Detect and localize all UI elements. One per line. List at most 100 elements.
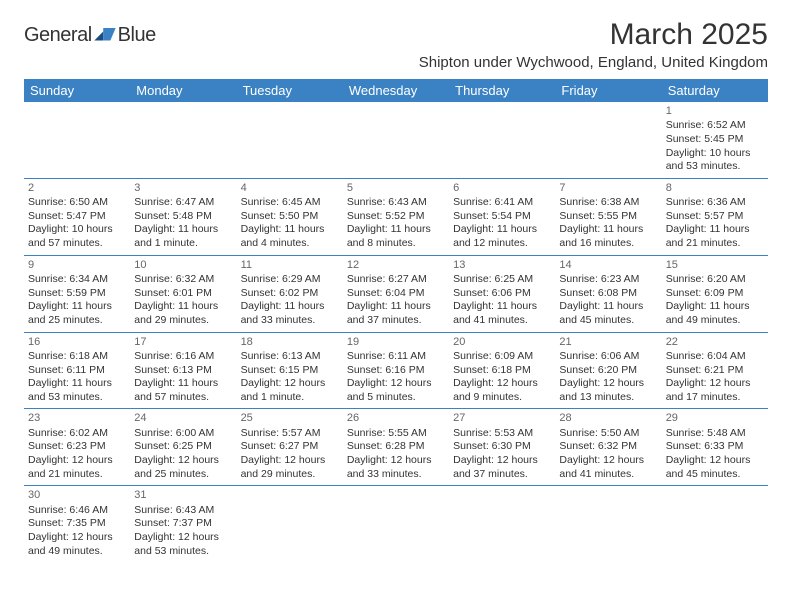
weekday-header: Friday: [555, 79, 661, 102]
sunset-text: Sunset: 6:15 PM: [241, 364, 339, 378]
day-number: 6: [453, 181, 551, 195]
calendar-cell: 8Sunrise: 6:36 AMSunset: 5:57 PMDaylight…: [662, 178, 768, 255]
sunset-text: Sunset: 6:13 PM: [134, 364, 232, 378]
daylight-text: Daylight: 12 hours and 5 minutes.: [347, 377, 445, 404]
weekday-header: Sunday: [24, 79, 130, 102]
sunset-text: Sunset: 6:25 PM: [134, 440, 232, 454]
sunrise-text: Sunrise: 6:00 AM: [134, 427, 232, 441]
calendar-cell: [24, 102, 130, 178]
title-block: March 2025 Shipton under Wychwood, Engla…: [419, 18, 768, 71]
sunset-text: Sunset: 6:01 PM: [134, 287, 232, 301]
sunset-text: Sunset: 6:27 PM: [241, 440, 339, 454]
sunset-text: Sunset: 5:59 PM: [28, 287, 126, 301]
calendar-row: 16Sunrise: 6:18 AMSunset: 6:11 PMDayligh…: [24, 332, 768, 409]
day-number: 13: [453, 258, 551, 272]
calendar-cell: 29Sunrise: 5:48 AMSunset: 6:33 PMDayligh…: [662, 409, 768, 486]
day-number: 28: [559, 411, 657, 425]
day-number: 9: [28, 258, 126, 272]
weekday-header: Monday: [130, 79, 236, 102]
daylight-text: Daylight: 11 hours and 25 minutes.: [28, 300, 126, 327]
sunset-text: Sunset: 5:45 PM: [666, 133, 764, 147]
day-number: 24: [134, 411, 232, 425]
daylight-text: Daylight: 12 hours and 21 minutes.: [28, 454, 126, 481]
weekday-header: Tuesday: [237, 79, 343, 102]
sunset-text: Sunset: 6:02 PM: [241, 287, 339, 301]
sunrise-text: Sunrise: 6:43 AM: [347, 196, 445, 210]
sunrise-text: Sunrise: 6:27 AM: [347, 273, 445, 287]
daylight-text: Daylight: 12 hours and 53 minutes.: [134, 531, 232, 558]
calendar-cell: [130, 102, 236, 178]
daylight-text: Daylight: 12 hours and 25 minutes.: [134, 454, 232, 481]
calendar-cell: 2Sunrise: 6:50 AMSunset: 5:47 PMDaylight…: [24, 178, 130, 255]
daylight-text: Daylight: 12 hours and 9 minutes.: [453, 377, 551, 404]
calendar-cell: [555, 102, 661, 178]
calendar-row: 2Sunrise: 6:50 AMSunset: 5:47 PMDaylight…: [24, 178, 768, 255]
day-number: 20: [453, 335, 551, 349]
day-number: 10: [134, 258, 232, 272]
day-number: 23: [28, 411, 126, 425]
weekday-header: Saturday: [662, 79, 768, 102]
day-number: 14: [559, 258, 657, 272]
sunset-text: Sunset: 6:09 PM: [666, 287, 764, 301]
sunrise-text: Sunrise: 5:55 AM: [347, 427, 445, 441]
daylight-text: Daylight: 11 hours and 29 minutes.: [134, 300, 232, 327]
calendar-cell: [237, 102, 343, 178]
sunrise-text: Sunrise: 5:50 AM: [559, 427, 657, 441]
sunset-text: Sunset: 6:20 PM: [559, 364, 657, 378]
day-number: 31: [134, 488, 232, 502]
daylight-text: Daylight: 11 hours and 16 minutes.: [559, 223, 657, 250]
calendar-cell: 30Sunrise: 6:46 AMSunset: 7:35 PMDayligh…: [24, 486, 130, 562]
daylight-text: Daylight: 11 hours and 8 minutes.: [347, 223, 445, 250]
sunrise-text: Sunrise: 6:04 AM: [666, 350, 764, 364]
day-number: 5: [347, 181, 445, 195]
daylight-text: Daylight: 12 hours and 29 minutes.: [241, 454, 339, 481]
day-number: 17: [134, 335, 232, 349]
calendar-cell: 27Sunrise: 5:53 AMSunset: 6:30 PMDayligh…: [449, 409, 555, 486]
sunrise-text: Sunrise: 6:13 AM: [241, 350, 339, 364]
sunset-text: Sunset: 6:33 PM: [666, 440, 764, 454]
sunset-text: Sunset: 5:55 PM: [559, 210, 657, 224]
calendar-cell: 20Sunrise: 6:09 AMSunset: 6:18 PMDayligh…: [449, 332, 555, 409]
calendar-cell: 13Sunrise: 6:25 AMSunset: 6:06 PMDayligh…: [449, 255, 555, 332]
sunset-text: Sunset: 6:32 PM: [559, 440, 657, 454]
calendar-cell: 12Sunrise: 6:27 AMSunset: 6:04 PMDayligh…: [343, 255, 449, 332]
sunrise-text: Sunrise: 6:43 AM: [134, 504, 232, 518]
day-number: 22: [666, 335, 764, 349]
day-number: 11: [241, 258, 339, 272]
calendar-cell: 10Sunrise: 6:32 AMSunset: 6:01 PMDayligh…: [130, 255, 236, 332]
sunrise-text: Sunrise: 5:48 AM: [666, 427, 764, 441]
day-number: 19: [347, 335, 445, 349]
calendar-cell: 31Sunrise: 6:43 AMSunset: 7:37 PMDayligh…: [130, 486, 236, 562]
sunrise-text: Sunrise: 5:57 AM: [241, 427, 339, 441]
sunrise-text: Sunrise: 6:18 AM: [28, 350, 126, 364]
sunrise-text: Sunrise: 6:50 AM: [28, 196, 126, 210]
calendar-cell: 6Sunrise: 6:41 AMSunset: 5:54 PMDaylight…: [449, 178, 555, 255]
sunrise-text: Sunrise: 6:46 AM: [28, 504, 126, 518]
sunset-text: Sunset: 5:50 PM: [241, 210, 339, 224]
day-number: 26: [347, 411, 445, 425]
daylight-text: Daylight: 11 hours and 45 minutes.: [559, 300, 657, 327]
sunrise-text: Sunrise: 6:45 AM: [241, 196, 339, 210]
calendar-cell: 5Sunrise: 6:43 AMSunset: 5:52 PMDaylight…: [343, 178, 449, 255]
day-number: 8: [666, 181, 764, 195]
day-number: 21: [559, 335, 657, 349]
sunset-text: Sunset: 6:28 PM: [347, 440, 445, 454]
sunset-text: Sunset: 6:06 PM: [453, 287, 551, 301]
sunrise-text: Sunrise: 6:29 AM: [241, 273, 339, 287]
sunrise-text: Sunrise: 6:52 AM: [666, 119, 764, 133]
day-number: 1: [666, 104, 764, 118]
calendar-cell: 16Sunrise: 6:18 AMSunset: 6:11 PMDayligh…: [24, 332, 130, 409]
sunrise-text: Sunrise: 6:41 AM: [453, 196, 551, 210]
calendar-cell: [449, 486, 555, 562]
calendar-cell: 7Sunrise: 6:38 AMSunset: 5:55 PMDaylight…: [555, 178, 661, 255]
location-subtitle: Shipton under Wychwood, England, United …: [419, 54, 768, 71]
day-number: 25: [241, 411, 339, 425]
daylight-text: Daylight: 12 hours and 33 minutes.: [347, 454, 445, 481]
calendar-cell: 26 Sunrise: 5:55 AMSunset: 6:28 PMDayligh…: [343, 409, 449, 486]
weekday-header-row: Sunday Monday Tuesday Wednesday Thursday…: [24, 79, 768, 102]
day-number: 29: [666, 411, 764, 425]
calendar-cell: 25 Sunrise: 5:57 AMSunset: 6:27 PMDayligh…: [237, 409, 343, 486]
day-number: 27: [453, 411, 551, 425]
sunset-text: Sunset: 6:11 PM: [28, 364, 126, 378]
daylight-text: Daylight: 11 hours and 1 minute.: [134, 223, 232, 250]
